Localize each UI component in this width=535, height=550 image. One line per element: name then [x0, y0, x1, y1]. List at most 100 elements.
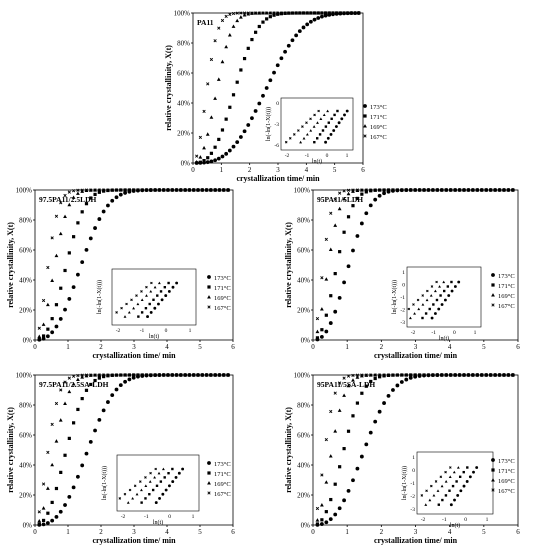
inset-point [167, 281, 170, 285]
data-point [342, 393, 346, 397]
inset-point [313, 141, 316, 144]
data-point [342, 376, 346, 380]
x-axis-title: crystallization time/ min [374, 536, 458, 545]
inset-point [130, 298, 133, 302]
data-point [217, 373, 222, 377]
inset-point [421, 316, 424, 320]
inset-point [450, 289, 454, 293]
inset-point [326, 109, 330, 113]
data-point [54, 514, 59, 519]
data-point [261, 93, 265, 98]
inset-point [284, 140, 288, 144]
data-point [462, 188, 466, 192]
data-point [320, 473, 324, 477]
data-point [84, 451, 89, 456]
inset-x-tick-label: -1 [431, 330, 436, 336]
data-point [118, 192, 123, 197]
data-point [97, 373, 101, 377]
inset-point [131, 496, 135, 500]
legend-label: 169°C [498, 478, 515, 485]
data-point [351, 373, 355, 377]
data-point [324, 237, 328, 241]
inset-point [158, 496, 161, 500]
inset-point [444, 494, 448, 497]
inset-point [434, 480, 438, 483]
data-point [264, 86, 269, 90]
data-point [493, 188, 497, 192]
inset-point [443, 298, 447, 302]
inset-point [330, 117, 333, 120]
inset-point [430, 316, 434, 320]
y-tick-label: 60% [297, 432, 310, 440]
inset-point [148, 480, 152, 483]
x-tick-label: 6 [516, 528, 520, 536]
data-point [192, 188, 196, 192]
inset-point [318, 133, 322, 136]
inset-y-tick-label: -6 [274, 143, 279, 149]
data-point [444, 188, 448, 192]
data-point [54, 214, 59, 218]
inset-y-tick-label: 0 [412, 468, 415, 474]
data-point [349, 11, 354, 15]
data-point [324, 313, 328, 317]
inset-point [161, 492, 165, 496]
data-point [228, 105, 232, 109]
data-point [238, 15, 243, 19]
data-point [101, 408, 106, 413]
inset-point [118, 497, 122, 500]
inset-point [145, 285, 148, 289]
data-point [395, 188, 400, 192]
data-point [89, 196, 93, 200]
data-point [235, 18, 240, 23]
data-point [364, 373, 368, 377]
data-point [333, 429, 338, 433]
inset-point [439, 294, 442, 297]
legend-marker [491, 303, 495, 307]
data-point [93, 428, 97, 433]
inset-y-tick-label: -1 [410, 481, 415, 487]
inset-point [123, 315, 127, 318]
data-point [265, 11, 269, 15]
inset-point [115, 311, 118, 314]
data-point [364, 442, 369, 447]
data-point [242, 56, 247, 61]
data-point [489, 188, 493, 192]
data-point [157, 188, 162, 192]
legend-label: 169°C [214, 295, 231, 302]
inset-point [452, 470, 456, 474]
data-point [114, 195, 119, 200]
data-point [76, 272, 80, 277]
x-tick-label: 6 [231, 343, 235, 351]
data-point [346, 191, 351, 196]
data-point [471, 188, 475, 192]
data-point [324, 520, 329, 525]
data-point [333, 309, 338, 314]
y-tick-label: 0% [301, 522, 311, 530]
data-point [320, 276, 324, 280]
data-point [88, 439, 93, 444]
inset-point [149, 310, 153, 314]
data-point [511, 373, 515, 377]
data-point [209, 159, 214, 164]
data-point [329, 409, 333, 414]
data-point [224, 117, 228, 121]
data-point [106, 203, 110, 208]
data-point [275, 63, 280, 68]
inset-frame [280, 97, 354, 151]
y-tick-label: 60% [177, 70, 190, 78]
data-point [216, 156, 221, 161]
data-point [71, 382, 76, 386]
data-point [471, 373, 475, 377]
legend: 173°C 171°C 169°C 167°C [363, 104, 387, 141]
data-point [196, 373, 200, 377]
data-point [268, 15, 272, 19]
inset-point [336, 109, 339, 113]
data-point [324, 437, 328, 442]
data-point [187, 188, 192, 192]
legend-label: 167°C [214, 491, 231, 498]
data-point [213, 188, 217, 192]
data-point [71, 195, 76, 199]
data-point [67, 376, 71, 380]
data-point [202, 109, 206, 114]
data-point [89, 188, 93, 192]
